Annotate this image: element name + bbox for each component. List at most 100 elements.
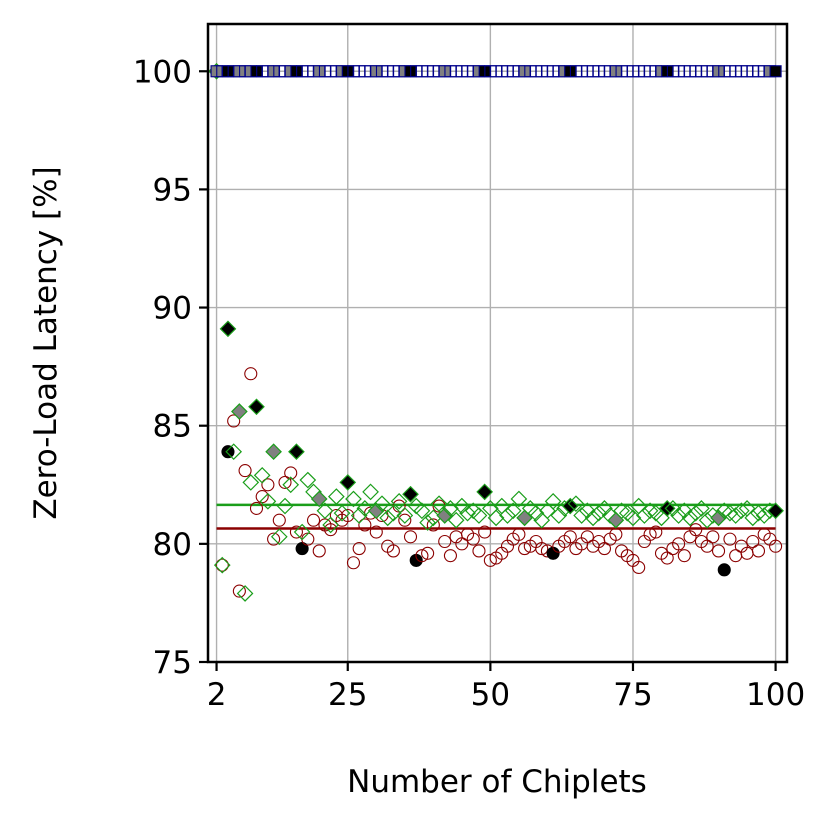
data-point bbox=[253, 466, 271, 484]
data-point bbox=[295, 542, 309, 556]
data-point bbox=[613, 502, 630, 520]
data-point bbox=[436, 507, 454, 524]
data-point bbox=[322, 516, 339, 534]
x-tick-label: 100 bbox=[746, 677, 805, 713]
data-point bbox=[244, 367, 258, 381]
data-point bbox=[421, 546, 435, 560]
data-point bbox=[746, 534, 760, 549]
data-point bbox=[744, 509, 762, 527]
plot-frame bbox=[206, 22, 789, 664]
data-point bbox=[341, 508, 355, 523]
data-point bbox=[769, 65, 782, 78]
data-point bbox=[413, 502, 431, 520]
data-point bbox=[636, 507, 653, 524]
data-point bbox=[310, 490, 328, 508]
data-point bbox=[711, 544, 726, 558]
data-layer bbox=[208, 62, 784, 602]
data-point bbox=[390, 492, 408, 510]
data-point bbox=[373, 495, 391, 513]
data-point bbox=[750, 504, 767, 522]
data-point bbox=[689, 523, 703, 537]
data-point bbox=[675, 502, 693, 520]
y-axis-label: Zero-Load Latency [%] bbox=[28, 166, 64, 519]
tick-layer: 2 25 50 75 100 75 80 85 90 95 100 bbox=[133, 54, 805, 713]
data-point bbox=[358, 518, 372, 532]
data-point bbox=[398, 513, 412, 527]
data-point bbox=[447, 511, 465, 529]
data-point bbox=[213, 556, 231, 574]
y-tick-label: 100 bbox=[133, 54, 192, 90]
data-point bbox=[643, 527, 657, 541]
data-point bbox=[510, 490, 528, 508]
data-point bbox=[276, 497, 294, 515]
data-point bbox=[512, 527, 526, 541]
grid-layer bbox=[208, 24, 787, 663]
data-point bbox=[278, 475, 292, 489]
data-point bbox=[369, 525, 383, 539]
data-point bbox=[249, 501, 264, 515]
data-point bbox=[580, 530, 594, 544]
data-point bbox=[723, 532, 737, 546]
data-point bbox=[567, 495, 585, 513]
data-point bbox=[352, 542, 366, 556]
x-tick-label: 75 bbox=[613, 677, 652, 713]
data-point bbox=[299, 471, 317, 489]
data-point bbox=[316, 502, 334, 520]
data-point bbox=[518, 542, 532, 556]
data-point bbox=[459, 504, 476, 522]
data-point bbox=[767, 502, 784, 520]
data-point bbox=[339, 474, 357, 491]
data-point bbox=[550, 507, 568, 524]
data-point bbox=[350, 507, 368, 524]
data-point bbox=[236, 585, 254, 602]
data-point bbox=[385, 504, 402, 522]
data-point bbox=[284, 466, 298, 480]
data-point bbox=[455, 537, 469, 551]
data-point bbox=[426, 518, 440, 532]
data-point bbox=[597, 542, 612, 556]
data-point bbox=[670, 507, 687, 524]
data-point bbox=[238, 464, 252, 478]
data-point bbox=[641, 502, 659, 520]
data-point bbox=[466, 532, 480, 546]
data-point bbox=[221, 445, 235, 459]
data-point bbox=[584, 509, 602, 527]
data-point bbox=[483, 553, 497, 567]
data-point bbox=[442, 500, 459, 517]
data-point bbox=[660, 551, 674, 565]
data-point bbox=[306, 513, 321, 527]
data-point bbox=[430, 495, 448, 513]
data-point bbox=[658, 500, 676, 517]
data-point bbox=[544, 492, 562, 510]
data-point bbox=[288, 443, 305, 461]
data-point bbox=[255, 490, 269, 504]
data-point bbox=[687, 504, 705, 522]
data-point bbox=[282, 476, 300, 494]
data-point bbox=[573, 507, 590, 524]
data-point bbox=[248, 398, 265, 416]
data-point bbox=[693, 500, 710, 517]
data-point bbox=[499, 507, 516, 524]
data-point bbox=[527, 504, 545, 522]
data-point bbox=[563, 530, 577, 544]
data-point bbox=[259, 492, 277, 510]
data-point bbox=[324, 523, 338, 537]
data-point bbox=[293, 523, 311, 541]
data-point bbox=[225, 443, 243, 461]
data-point bbox=[677, 549, 691, 563]
data-point bbox=[478, 525, 492, 539]
data-point bbox=[402, 485, 419, 503]
y-tick-label: 90 bbox=[153, 291, 192, 327]
data-point bbox=[578, 502, 596, 520]
data-point bbox=[312, 544, 326, 558]
data-point bbox=[346, 556, 361, 570]
data-point bbox=[270, 528, 288, 546]
data-point bbox=[476, 483, 494, 501]
data-point bbox=[379, 509, 397, 527]
data-point bbox=[333, 504, 351, 522]
data-point bbox=[632, 560, 646, 575]
data-point bbox=[242, 474, 260, 491]
data-point bbox=[265, 443, 282, 461]
